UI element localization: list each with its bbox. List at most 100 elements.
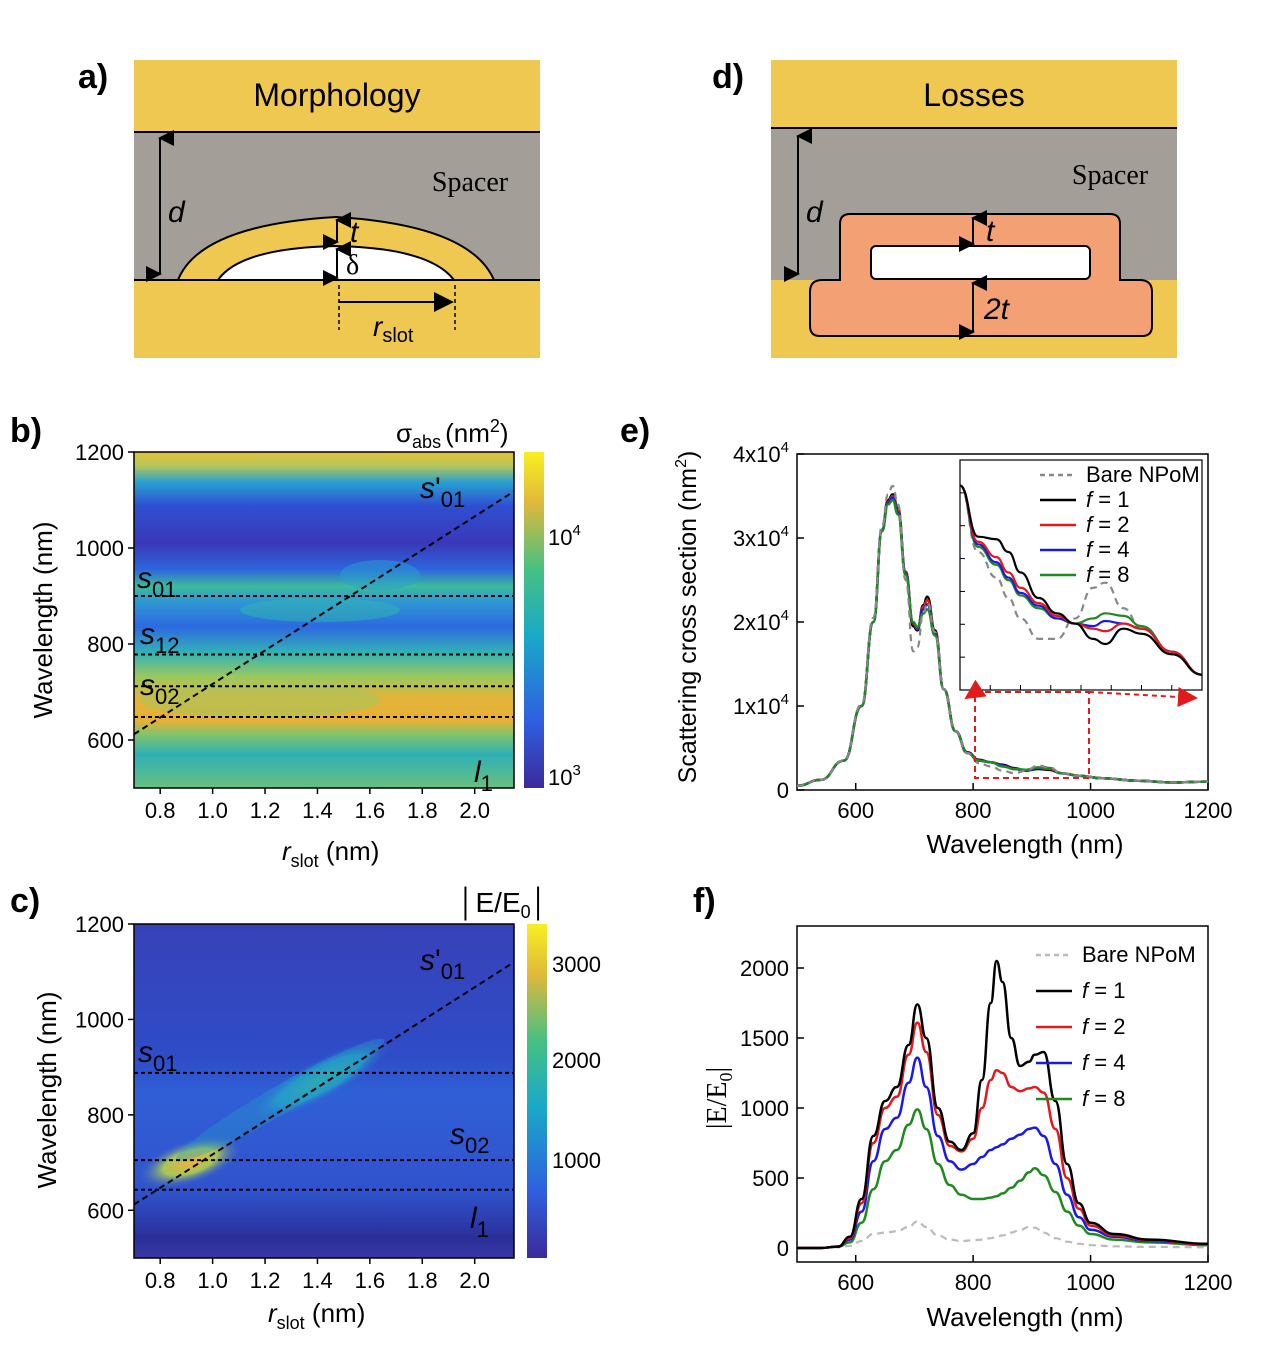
y-tick-label: 1000 [75,1007,124,1032]
x-tick-label: 1200 [1184,1270,1233,1295]
mode-label: s'01 [420,944,465,984]
panel-d: d) Losses Spacer d t 2t [712,58,1177,358]
panel-d-title: Losses [923,77,1024,113]
mode-label: s12 [140,618,179,658]
legend-label: f = 1 [1086,487,1129,512]
delta-label: δ [346,250,359,281]
panel-a-title: Morphology [253,77,420,113]
colorbar-b [524,452,544,788]
x-tick-label: 1.8 [407,798,438,823]
inset-series-line [959,484,1203,676]
legend-label: f = 8 [1082,1086,1125,1111]
y-tick-label: 1000 [75,536,124,561]
x-tick-label: 1200 [1184,798,1233,823]
t-label: t [350,216,360,249]
mode-line [133,961,515,1206]
colorbar-tick: 2000 [552,1048,601,1073]
x-tick-label: 600 [837,798,874,823]
y-tick-label: 1000 [740,1096,789,1121]
mode-label: l1 [474,756,493,796]
x-tick-label: 1.8 [407,1268,438,1293]
panel-d-label: d) [712,58,744,96]
series-line [796,1220,1209,1250]
bottom-gold-layer [134,280,540,358]
y-tick-label: 1x104 [733,691,789,719]
y-tick-label: 0 [777,1236,789,1261]
x-tick-label: 2.0 [459,798,490,823]
mode-line [133,490,515,736]
x-tick-label: 1.4 [302,798,333,823]
plot-frame-f [796,925,1209,1263]
y-tick-label: 600 [87,728,124,753]
mode-label: s02 [450,1118,489,1158]
series-line [796,484,1209,787]
y-tick-label: 800 [87,1103,124,1128]
mode-label: s02 [140,669,179,709]
series-line [796,1108,1209,1250]
x-axis-label-e: Wavelength (nm) [927,829,1124,859]
y-tick-label: 4x104 [733,439,789,467]
legend-label: f = 2 [1086,512,1129,537]
y-tick-label: 600 [87,1198,124,1223]
spacer-label: Spacer [1072,160,1149,191]
panel-b-label: b) [10,412,42,450]
y-tick-label: 1200 [75,440,124,465]
legend-label: f = 8 [1086,562,1129,587]
series-line [796,1021,1209,1250]
mode-label: s01 [138,1036,177,1076]
x-tick-label: 1.0 [197,1268,228,1293]
x-tick-label: 1.4 [302,1268,333,1293]
panel-f: f) 600 800 1000 1200 0 500 1000 1500 2000 Bare N… [693,882,1232,1332]
spacer-label: Spacer [432,167,509,198]
colorbar-tick: 104 [548,522,581,550]
y-axis-label-f: |E/E0| [702,1067,736,1129]
colorbar-title-c: │E/E0│ [458,886,548,922]
y-tick-label: 2000 [740,956,789,981]
legend-label: f = 4 [1082,1050,1125,1075]
top-gold-layer [134,60,540,132]
colorbar-tick: 1000 [552,1148,601,1173]
d-label: d [168,196,186,229]
y-tick-label: 2x104 [733,607,789,635]
x-axis-label-f: Wavelength (nm) [927,1302,1124,1332]
colorbar-tick: 103 [548,762,581,790]
x-tick-label: 1.2 [250,798,281,823]
legend-label: f = 4 [1086,537,1129,562]
x-tick-label: 1.0 [197,798,228,823]
x-tick-label: 1000 [1066,1270,1115,1295]
x-tick-label: 0.8 [145,798,176,823]
panel-a-label: a) [78,58,108,96]
panel-e-label: e) [620,412,650,450]
series-line [796,959,1209,1250]
panel-f-label: f) [693,882,716,920]
colorbar-c [527,924,547,1258]
d-label: d [806,196,824,229]
zoom-box [974,691,1090,779]
x-tick-label: 800 [955,798,992,823]
y-tick-label: 1500 [740,1026,789,1051]
y-tick-label: 500 [752,1166,789,1191]
y-axis-label-c: Wavelength (nm) [32,992,62,1189]
legend-label: f = 1 [1082,978,1125,1003]
y-tick-label: 3x104 [733,523,789,551]
x-tick-label: 800 [955,1270,992,1295]
y-tick-label: 800 [87,632,124,657]
mode-label: l1 [470,1202,489,1242]
y-tick-label: 0 [777,778,789,803]
legend-label: Bare NPoM [1086,462,1200,487]
y-tick-label: 1200 [75,912,124,937]
panel-a: a) Morphology Spacer d t δ rslot [78,58,540,358]
panel-b: b) s01 s12 s02 l1 s'01 σabs (nm2) 104 103 0.8… [10,412,581,871]
legend-label: f = 2 [1082,1014,1125,1039]
slot-void [870,245,1091,280]
colorbar-tick: 3000 [552,952,601,977]
y-axis-label-b: Wavelength (nm) [28,522,58,719]
y-axis-label-e: Scattering cross section (nm2) [673,451,702,784]
x-axis-label-c: rslot (nm) [268,1298,365,1333]
series-line [796,1056,1209,1250]
x-axis-label-b: rslot (nm) [282,836,379,871]
panel-e: e) 600 800 1000 1200 0 1x104 2x104 3x104 4x104 B… [620,412,1232,859]
x-tick-label: 600 [837,1270,874,1295]
x-tick-label: 1.6 [355,1268,386,1293]
